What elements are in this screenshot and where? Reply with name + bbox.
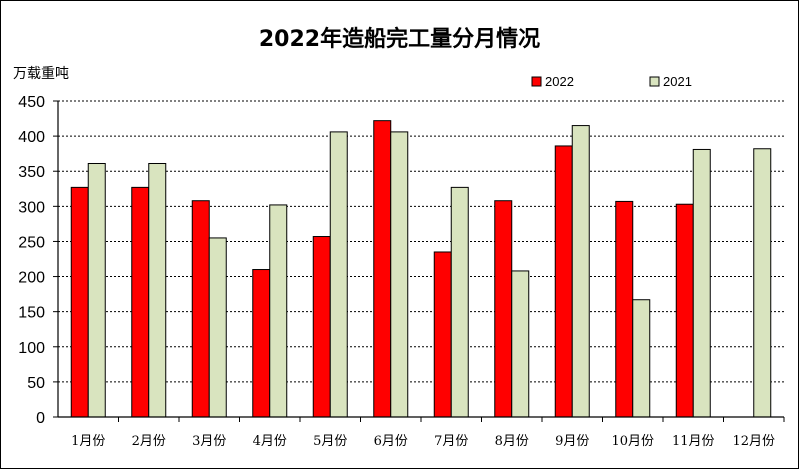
bar-2022-1 bbox=[70, 186, 89, 418]
bar-2021-4 bbox=[269, 204, 288, 418]
grid-lines bbox=[58, 100, 784, 383]
y-tick-label: 0 bbox=[36, 410, 45, 427]
bar-2021-8 bbox=[511, 270, 530, 418]
x-tick-label: 9月份 bbox=[555, 434, 589, 449]
bar-2022-7 bbox=[433, 251, 452, 418]
legend-swatch-2022 bbox=[531, 76, 542, 87]
y-tick-label: 250 bbox=[18, 234, 45, 251]
y-tick-label: 450 bbox=[18, 94, 45, 111]
bar-2021-11 bbox=[692, 148, 711, 418]
y-axis-label: 万载重吨 bbox=[13, 66, 69, 82]
bar-2021-5 bbox=[329, 131, 348, 418]
y-tick-label: 400 bbox=[18, 129, 45, 146]
bar-2022-6 bbox=[373, 120, 392, 418]
bar-2022-8 bbox=[494, 200, 513, 418]
axes bbox=[53, 100, 785, 422]
bar-2022-2 bbox=[131, 186, 150, 418]
bar-2021-3 bbox=[208, 237, 227, 418]
bar-2021-9 bbox=[571, 125, 590, 418]
bar-2021-12 bbox=[753, 148, 772, 418]
y-tick-label: 350 bbox=[18, 164, 45, 181]
bar-2022-5 bbox=[312, 236, 331, 418]
chart-title: 2022年造船完工量分月情况 bbox=[258, 27, 541, 52]
x-tick-label: 1月份 bbox=[71, 434, 105, 449]
legend-label-2021: 2021 bbox=[663, 74, 692, 89]
bar-2021-1 bbox=[87, 162, 106, 418]
y-tick-label: 200 bbox=[18, 270, 45, 287]
y-tick-label: 300 bbox=[18, 199, 45, 216]
y-tick-labels: 0 50 100 150 200 250 300 350 400 450 bbox=[18, 94, 45, 427]
bars bbox=[70, 120, 772, 418]
x-tick-label: 10月份 bbox=[611, 434, 654, 449]
bar-2021-7 bbox=[450, 186, 469, 418]
bar-2021-6 bbox=[390, 131, 409, 418]
x-tick-label: 8月份 bbox=[495, 434, 529, 449]
y-tick-label: 100 bbox=[18, 340, 45, 357]
x-tick-label: 5月份 bbox=[313, 434, 347, 449]
x-tick-label: 2月份 bbox=[132, 434, 166, 449]
x-tick-label: 6月份 bbox=[374, 434, 408, 449]
legend-label-2022: 2022 bbox=[545, 74, 574, 89]
legend: 2022 2021 bbox=[531, 74, 692, 89]
bar-2021-10 bbox=[632, 299, 651, 418]
x-tick-label: 12月份 bbox=[732, 434, 775, 449]
x-tick-labels: 1月份 2月份 3月份 4月份 5月份 6月份 7月份 8月份 9月份 10月份 11月份 12月份 bbox=[71, 434, 775, 449]
bar-2022-3 bbox=[191, 200, 210, 418]
bar-2022-9 bbox=[554, 145, 573, 418]
x-tick-label: 3月份 bbox=[192, 434, 226, 449]
bar-2022-11 bbox=[675, 203, 694, 418]
bar-2022-10 bbox=[615, 200, 634, 418]
y-tick-label: 150 bbox=[18, 305, 45, 322]
x-tick-label: 11月份 bbox=[672, 434, 715, 449]
bar-2021-2 bbox=[148, 162, 167, 418]
y-tick-label: 50 bbox=[27, 375, 45, 392]
legend-swatch-2021 bbox=[649, 76, 660, 87]
x-tick-label: 4月份 bbox=[253, 434, 287, 449]
bar-2022-4 bbox=[252, 269, 271, 418]
x-tick-label: 7月份 bbox=[434, 434, 468, 449]
